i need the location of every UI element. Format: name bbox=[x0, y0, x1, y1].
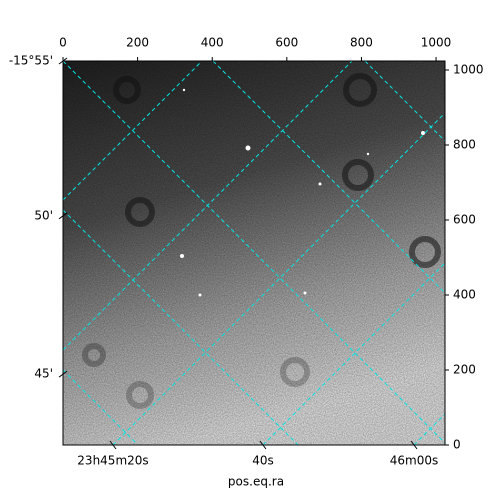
y-tick-label: 0 bbox=[453, 438, 461, 452]
x-tick-label: 1000 bbox=[421, 36, 452, 50]
y-tick-label: 600 bbox=[453, 213, 476, 227]
sky-image bbox=[63, 61, 445, 445]
x-tick-label: 200 bbox=[126, 36, 149, 50]
dec-tick bbox=[58, 57, 68, 65]
ra-tick-label: 46m00s bbox=[390, 454, 438, 468]
x-tick-label: 400 bbox=[201, 36, 224, 50]
ra-tick bbox=[259, 440, 267, 450]
ra-tick bbox=[109, 440, 117, 450]
ra-tick-label: 40s bbox=[252, 454, 274, 468]
y-tick-label: 400 bbox=[453, 288, 476, 302]
x-axis-label: pos.eq.ra bbox=[228, 475, 284, 489]
ra-tick-label: 23h45m20s bbox=[77, 454, 148, 468]
dec-tick-label: -15°55' bbox=[9, 54, 53, 68]
frame bbox=[62, 60, 446, 446]
x-tick-label: 600 bbox=[275, 36, 298, 50]
x-tick-label: 800 bbox=[350, 36, 373, 50]
ra-tick bbox=[410, 440, 418, 450]
dec-tick bbox=[58, 370, 68, 378]
dec-tick-label: 45' bbox=[34, 367, 53, 381]
x-tick-label: 0 bbox=[59, 36, 67, 50]
dec-tick-label: 50' bbox=[34, 208, 53, 222]
y-tick-label: 1000 bbox=[453, 63, 484, 77]
dec-tick bbox=[58, 212, 68, 220]
y-tick-label: 200 bbox=[453, 363, 476, 377]
y-tick-label: 800 bbox=[453, 138, 476, 152]
